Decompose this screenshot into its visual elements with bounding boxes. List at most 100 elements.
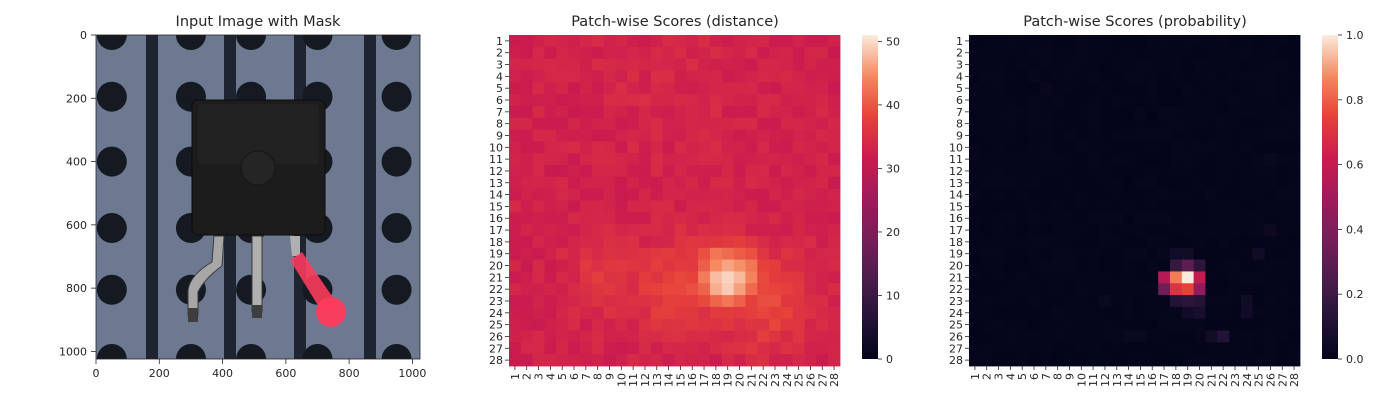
heatmap-cell	[1004, 271, 1017, 284]
heatmap-cell	[721, 153, 735, 166]
heatmap-cell	[1169, 259, 1183, 272]
heatmap-cell	[733, 235, 746, 249]
heatmap-cell	[969, 188, 982, 201]
heatmap-cell	[1099, 342, 1112, 355]
heatmap-cell	[591, 176, 604, 190]
heatmap-cell	[591, 247, 604, 261]
heatmap-cell	[1039, 105, 1053, 119]
heatmap-cell	[1039, 259, 1053, 272]
heatmap-cell	[1063, 200, 1076, 213]
heatmap-cell	[769, 35, 782, 48]
heatmap-cell	[745, 283, 758, 296]
heatmap-cell	[1181, 259, 1195, 272]
heatmap-cell	[804, 141, 817, 154]
heatmap-cell	[1028, 46, 1041, 60]
heatmap-cell	[532, 318, 545, 331]
heatmap-cell	[1051, 200, 1064, 213]
heatmap-cell	[733, 259, 746, 272]
heatmap-cell	[1146, 46, 1159, 60]
heatmap-cell	[544, 271, 557, 284]
heatmap-cell	[1240, 153, 1254, 166]
heatmap-cell	[639, 46, 652, 60]
heatmap-cell	[1217, 318, 1230, 331]
heatmap-cell	[1169, 283, 1183, 296]
heatmap-cell	[1158, 271, 1171, 284]
heatmap-cell	[1122, 35, 1135, 48]
colorbar-tick-label: 0.0	[1346, 353, 1364, 366]
heatmap-cell	[591, 271, 604, 284]
heatmap-cell	[532, 235, 545, 249]
heatmap-cell	[1205, 200, 1218, 213]
heatmap-cell	[1229, 58, 1242, 71]
heatmap-cell	[1039, 247, 1053, 261]
heatmap-cell	[969, 141, 982, 154]
heatmap-cell	[686, 283, 699, 296]
heatmap-cell	[1252, 283, 1265, 296]
heatmap-cell	[686, 247, 699, 261]
heatmap-cell	[1240, 188, 1254, 201]
heatmap-cell	[1004, 235, 1017, 249]
heatmap-cell	[544, 188, 557, 201]
heatmap-cell	[733, 212, 746, 225]
heatmap-cell	[686, 165, 699, 178]
heatmap-cell	[1252, 212, 1265, 225]
heatmap-cell	[1276, 306, 1289, 320]
heatmap-cell	[1051, 58, 1064, 71]
heatmap-cell	[1229, 70, 1242, 83]
col-tick-label: 27	[816, 373, 829, 387]
heatmap-cell	[674, 94, 687, 107]
heatmap-cell	[520, 342, 534, 355]
heatmap-cell	[579, 354, 593, 367]
heatmap-cell	[1264, 200, 1277, 213]
heatmap-cell	[1205, 82, 1218, 95]
heatmap-cell	[721, 58, 735, 71]
heatmap-cell	[1016, 46, 1029, 60]
heatmap-cell	[1099, 117, 1112, 130]
heatmap-cell	[544, 129, 557, 142]
heatmap-cell	[1276, 259, 1289, 272]
heatmap-cell	[816, 105, 829, 119]
heatmap-cell	[1276, 318, 1289, 331]
heatmap-cell	[1004, 188, 1017, 201]
heatmap-cell	[1016, 153, 1029, 166]
heatmap-cell	[1240, 224, 1254, 237]
heatmap-cell	[969, 117, 982, 130]
heatmap-cell	[1169, 295, 1183, 308]
heatmap-cell	[1122, 295, 1135, 308]
heatmap-cell	[1229, 82, 1242, 95]
colorbar-tick-label: 0.8	[1346, 94, 1364, 107]
heatmap-cell	[1075, 94, 1088, 107]
heatmap-cell	[792, 105, 805, 119]
heatmap-cell	[591, 141, 604, 154]
heatmap-cell	[1217, 94, 1230, 107]
heatmap-cell	[674, 283, 687, 296]
heatmap-cell	[1146, 35, 1159, 48]
heatmap-cell	[544, 342, 557, 355]
heatmap-cell	[1122, 271, 1135, 284]
heatmap-cell	[1205, 58, 1218, 71]
heatmap-cell	[544, 141, 557, 154]
heatmap-cell	[662, 46, 675, 60]
heatmap-cell	[745, 342, 758, 355]
heatmap-cell	[1240, 295, 1254, 308]
heatmap-cell	[733, 82, 746, 95]
heatmap-cell	[568, 224, 581, 237]
heatmap-cell	[804, 165, 817, 178]
heatmap-cell	[1181, 188, 1195, 201]
heatmap-cell	[1051, 94, 1064, 107]
heatmap-cell	[1288, 354, 1301, 367]
heatmap-cell	[1169, 306, 1183, 320]
heatmap-cell	[1264, 117, 1277, 130]
heatmap-cell	[1288, 117, 1301, 130]
heatmap-cell	[579, 117, 593, 130]
heatmap-cell	[674, 35, 687, 48]
heatmap-cell	[1229, 35, 1242, 48]
heatmap-cell	[1134, 342, 1147, 355]
heatmap-cell	[674, 318, 687, 331]
heatmap-cell	[992, 330, 1005, 343]
heatmap-cell	[591, 70, 604, 83]
heatmap-cell	[992, 58, 1005, 71]
heatmap-cell	[721, 224, 735, 237]
heatmap-cell	[1051, 105, 1064, 119]
heatmap-cell	[1110, 82, 1124, 95]
